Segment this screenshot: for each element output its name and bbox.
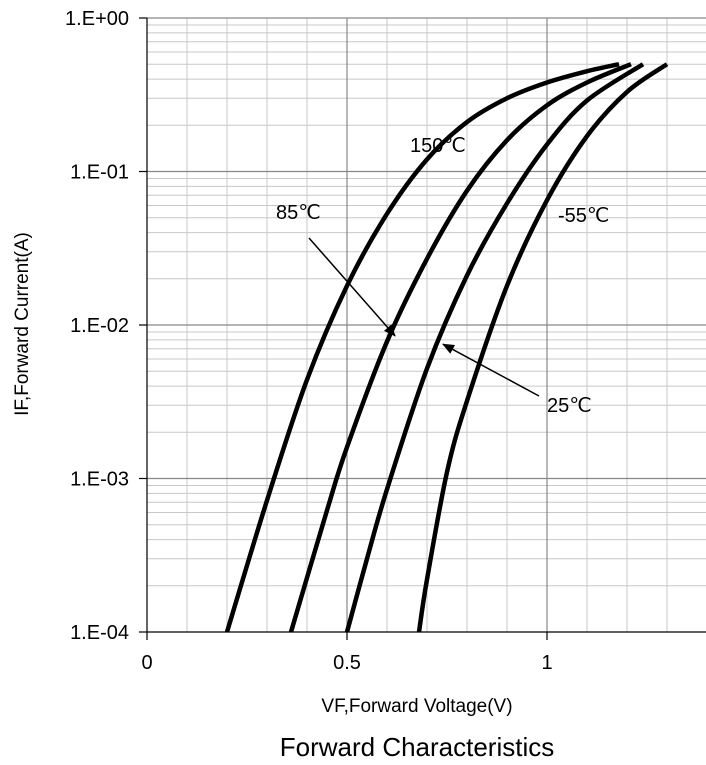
annotation-arrow-25c [442, 343, 540, 397]
curve-annotations: 150℃ 85℃ 25℃ -55℃ [276, 135, 609, 417]
x-axis-title: VF,Forward Voltage(V) [321, 696, 512, 717]
major-gridlines [147, 17, 706, 632]
x-tick-label: 0 [141, 652, 152, 674]
y-tick-label: 1.E-01 [70, 162, 129, 184]
curve-minus55c [416, 62, 669, 633]
curve-25c [344, 62, 645, 633]
curve-150c [224, 62, 620, 633]
x-tick-labels: 0 0.5 1 [141, 652, 552, 674]
y-tick-label: 1.E-04 [70, 622, 129, 644]
annotation-label-85c: 85℃ [276, 202, 321, 224]
plot-axes [139, 17, 706, 640]
data-series [224, 62, 669, 633]
y-tick-label: 1.E+00 [65, 8, 129, 30]
annotation-label-150c: 150℃ [410, 135, 466, 157]
x-tick-label: 0.5 [333, 652, 361, 674]
annotation-arrow-85c [308, 237, 396, 337]
y-tick-label: 1.E-02 [70, 315, 129, 337]
curve-85c [288, 62, 632, 633]
annotation-label-25c: 25℃ [547, 395, 592, 417]
y-axis-title: IF,Forward Current(A) [12, 232, 33, 416]
chart-title: Forward Characteristics [280, 732, 555, 762]
y-tick-labels: 1.E+00 1.E-01 1.E-02 1.E-03 1.E-04 [65, 8, 129, 644]
annotation-label-minus55c: -55℃ [558, 205, 609, 227]
x-tick-label: 1 [541, 652, 552, 674]
y-tick-label: 1.E-03 [70, 469, 129, 491]
